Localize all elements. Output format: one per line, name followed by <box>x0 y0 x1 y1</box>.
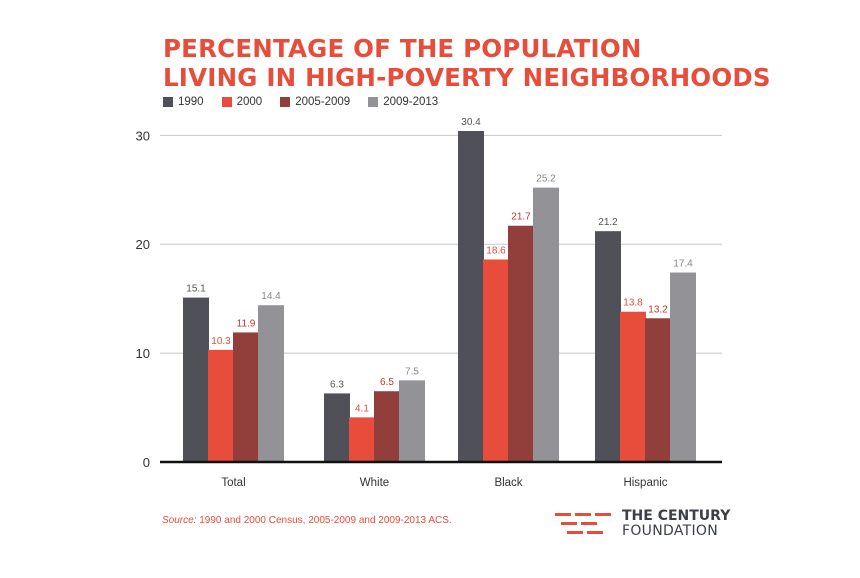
x-tick-label-white: White <box>360 477 389 489</box>
y-tick-label-20: 20 <box>136 237 150 252</box>
legend-item-2009-2013: 2009-2013 <box>368 96 438 108</box>
data-label-hispanic-2009-2013: 17.4 <box>673 259 693 270</box>
bar-total-1990 <box>183 297 209 462</box>
bar-black-1990 <box>458 131 484 462</box>
legend-label-1990: 1990 <box>178 96 204 108</box>
legend: 1990 2000 2005-2009 2009-2013 <box>163 96 438 108</box>
logo-mark-icon <box>555 513 611 534</box>
bar-black-2009-2013 <box>533 187 559 463</box>
legend-label-2009-2013: 2009-2013 <box>383 96 439 108</box>
logo-line-2: FOUNDATION <box>622 523 718 539</box>
bar-white-1990 <box>324 393 350 462</box>
bar-white-2009-2013 <box>399 380 425 462</box>
x-tick-label-black: Black <box>494 477 522 489</box>
x-tick-label-total: Total <box>221 477 245 489</box>
bar-white-2000 <box>349 417 375 462</box>
data-label-total-2009-2013: 14.4 <box>261 291 281 302</box>
logo-line-1: THE CENTURY <box>622 508 731 524</box>
legend-swatch-2009-2013 <box>368 97 379 107</box>
data-label-black-1990: 30.4 <box>461 117 481 128</box>
data-label-white-2000: 4.1 <box>355 403 369 414</box>
legend-label-2000: 2000 <box>236 96 263 108</box>
chart-title-line-2: LIVING IN HIGH-POVERTY NEIGHBORHOODS <box>163 63 771 92</box>
data-label-hispanic-2005-2009: 13.2 <box>648 304 668 315</box>
bar-black-2005-2009 <box>508 225 534 462</box>
data-label-white-1990: 6.3 <box>330 379 344 390</box>
y-tick-label-30: 30 <box>136 128 150 143</box>
bar-hispanic-2000 <box>620 311 646 462</box>
data-label-total-2005-2009: 11.9 <box>237 318 256 329</box>
bar-total-2000 <box>208 349 234 462</box>
data-label-black-2005-2009: 21.7 <box>511 212 531 223</box>
century-foundation-logo: THE CENTURY FOUNDATION <box>555 509 730 539</box>
data-label-hispanic-1990: 21.2 <box>598 217 618 228</box>
legend-item-2000: 2000 <box>221 96 263 108</box>
legend-swatch-2005-2009 <box>280 97 291 107</box>
data-label-black-2009-2013: 25.2 <box>536 174 556 185</box>
data-label-hispanic-2000: 13.8 <box>623 298 643 309</box>
legend-swatch-1990 <box>163 97 173 107</box>
data-label-white-2009-2013: 7.5 <box>405 366 419 377</box>
legend-item-1990: 1990 <box>163 96 204 108</box>
bar-black-2000 <box>483 259 509 462</box>
source-text: 1990 and 2000 Census, 2005-2009 and 2009… <box>196 515 452 526</box>
bar-total-2005-2009 <box>233 332 259 462</box>
legend-label-2005-2009: 2005-2009 <box>295 96 351 108</box>
chart-title: PERCENTAGE OF THE POPULATION LIVING IN H… <box>163 34 771 92</box>
bar-hispanic-1990 <box>595 231 621 462</box>
bar-hispanic-2005-2009 <box>645 318 671 462</box>
source-prefix: Source: <box>162 515 197 526</box>
legend-item-2005-2009: 2005-2009 <box>280 96 350 108</box>
chart-title-line-1: PERCENTAGE OF THE POPULATION <box>163 34 642 63</box>
bar-white-2005-2009 <box>374 391 400 462</box>
bar-hispanic-2009-2013 <box>670 272 696 462</box>
bar-total-2009-2013 <box>258 305 284 462</box>
source-note: Source: 1990 and 2000 Census, 2005-2009 … <box>162 515 452 526</box>
data-label-total-1990: 15.1 <box>186 284 206 295</box>
data-label-black-2000: 18.6 <box>486 245 506 256</box>
x-tick-label-hispanic: Hispanic <box>623 477 667 489</box>
y-tick-label-10: 10 <box>136 346 150 361</box>
logo-text: THE CENTURY FOUNDATION <box>622 509 730 539</box>
legend-swatch-2000 <box>221 97 232 107</box>
y-tick-label-0: 0 <box>143 455 150 470</box>
data-label-total-2000: 10.3 <box>211 336 231 347</box>
data-label-white-2005-2009: 6.5 <box>380 377 394 388</box>
